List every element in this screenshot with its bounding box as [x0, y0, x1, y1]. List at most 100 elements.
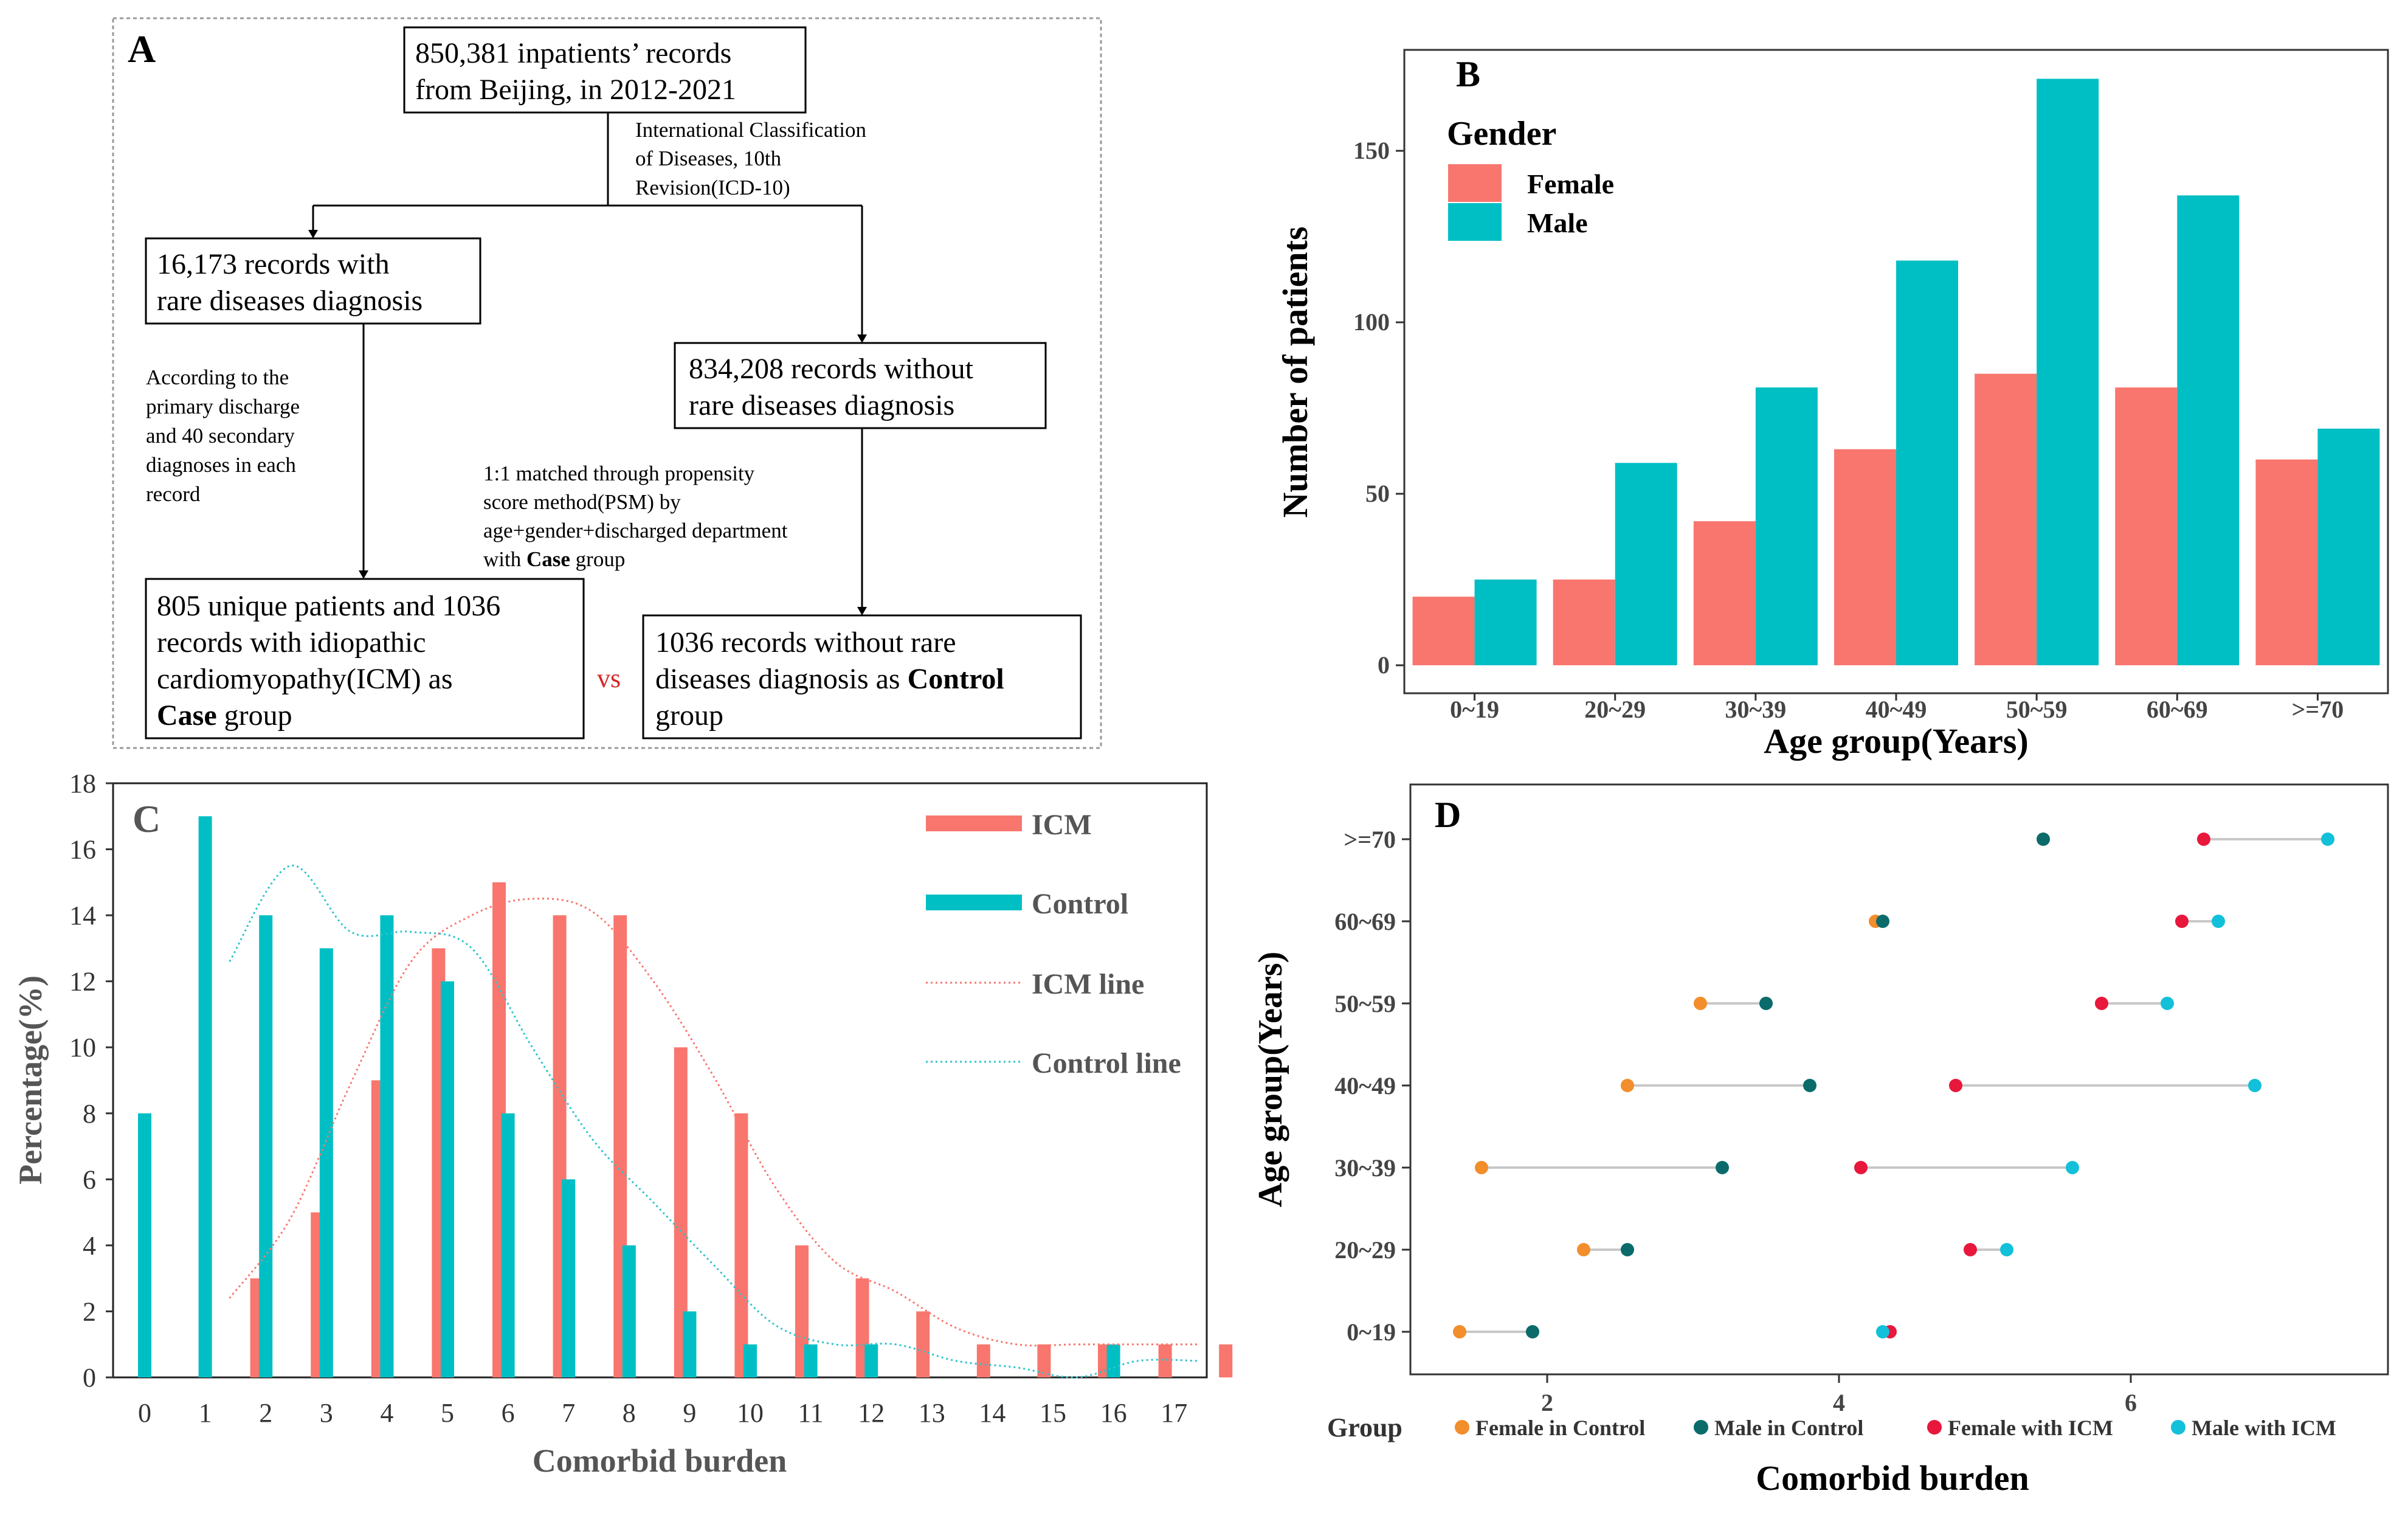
panel-a-label: A	[128, 27, 156, 71]
x-axis-title: Comorbid burden	[1756, 1458, 2029, 1498]
bar-female-0~19	[1412, 597, 1475, 665]
x-tick-label: 6	[502, 1398, 515, 1428]
case-group-line1: 805 unique patients and 1036	[157, 590, 500, 622]
legend-swatch-female	[1448, 164, 1502, 202]
point-female-with-icm->=70	[2197, 833, 2210, 846]
point-male-with-icm-40~49	[2248, 1079, 2261, 1092]
panel-a-flowchart: A 850,381 inpatients’ records from Beiji…	[112, 17, 1102, 749]
y-tick-label: 0	[1378, 651, 1390, 679]
point-male-with-icm-60~69	[2212, 915, 2225, 928]
y-axis-title: Age group(Years)	[1252, 952, 1289, 1207]
bar-female-40~49	[1834, 449, 1896, 665]
bar-icm-12	[916, 1311, 930, 1377]
point-male-with-icm->=70	[2321, 833, 2334, 846]
y-tick-label: >=70	[1344, 826, 1396, 853]
legend-label-male-in-control: Male in Control	[1714, 1416, 1863, 1440]
legend-label-icm: ICM	[1032, 809, 1092, 841]
point-male-in-control-40~49	[1803, 1079, 1816, 1092]
y-tick-label: 150	[1353, 137, 1390, 164]
x-tick-label: 9	[683, 1398, 696, 1428]
bar-male-30~39	[1755, 387, 1818, 665]
x-tick-label: >=70	[2292, 696, 2344, 723]
arrowhead	[359, 570, 368, 579]
legend-label-control: Control	[1032, 888, 1128, 920]
legend-dot-male-with-icm	[2171, 1420, 2185, 1435]
point-male-in-control-30~39	[1716, 1161, 1729, 1174]
bar-icm-9	[734, 1113, 748, 1377]
control-group-line1: 1036 records without rare	[655, 626, 956, 659]
icd-note-line3: Revision(ICD-10)	[635, 176, 790, 199]
y-tick-label: 12	[69, 967, 96, 997]
bar-control-9	[683, 1311, 697, 1377]
legend-label-control-line: Control line	[1032, 1047, 1181, 1079]
y-tick-label: 100	[1353, 308, 1390, 336]
y-tick-label: 60~69	[1334, 908, 1396, 935]
source-records-line2: from Beijing, in 2012-2021	[415, 74, 736, 106]
plot-frame	[1409, 783, 2389, 1376]
legend-swatch-icm	[926, 815, 1022, 831]
point-female-with-icm-60~69	[2175, 915, 2189, 928]
x-tick-label: 0	[138, 1398, 151, 1428]
according-note-line3: and 40 secondary	[146, 424, 295, 448]
x-tick-label: 0~19	[1450, 696, 1499, 723]
x-tick-label: 12	[858, 1398, 885, 1428]
panel-b-bar-chart: B 0 50 100 150 0~19 20~29 30~39 40~49 50~59 60~69 >…	[1275, 49, 2389, 761]
psm-note-line1: 1:1 matched through propensity	[483, 462, 755, 485]
bar-control-3	[319, 948, 333, 1377]
control-line	[229, 865, 1199, 1379]
case-group-line3: cardiomyopathy(ICM) as	[157, 663, 453, 695]
bar-control-0	[138, 1113, 151, 1377]
icd-note-line1: International Classification	[635, 118, 866, 142]
point-female-with-icm-40~49	[1949, 1079, 1962, 1092]
plot-frame	[112, 782, 1208, 1379]
bar-female-30~39	[1693, 521, 1756, 665]
x-tick-label: 5	[441, 1398, 454, 1428]
y-tick-label: 18	[69, 769, 96, 798]
point-female-in-control-30~39	[1475, 1161, 1488, 1174]
according-note-line5: record	[146, 482, 201, 506]
y-tick-label: 50	[1365, 480, 1390, 507]
psm-note-line3: age+gender+discharged department	[483, 519, 788, 542]
no-rare-diseases-box	[674, 342, 1047, 429]
legend-label-icm-line: ICM line	[1032, 968, 1144, 1000]
bar-control-10	[743, 1344, 757, 1377]
control-group-line3: group	[655, 699, 723, 732]
bar-control-16	[1106, 1344, 1120, 1377]
bar-male-60~69	[2177, 195, 2240, 665]
case-group-box	[145, 578, 585, 739]
x-tick-label: 40~49	[1866, 696, 1927, 723]
y-tick-label: 50~59	[1334, 990, 1396, 1017]
bar-control-5	[441, 981, 454, 1377]
source-records-line1: 850,381 inpatients’ records	[415, 37, 731, 69]
x-tick-label: 10	[737, 1398, 764, 1428]
bar-male->=70	[2317, 428, 2380, 665]
bar-male-40~49	[1896, 260, 1958, 666]
no-rare-diseases-line1: 834,208 records without	[689, 353, 974, 385]
y-tick-label: 4	[83, 1231, 96, 1261]
x-tick-label: 30~39	[1725, 696, 1786, 723]
y-tick-label: 14	[69, 901, 96, 930]
bar-female->=70	[2255, 459, 2318, 665]
point-male-in-control->=70	[2037, 833, 2050, 846]
bar-male-20~29	[1615, 463, 1677, 665]
legend-dot-male-in-control	[1694, 1420, 1708, 1435]
point-female-in-control-40~49	[1621, 1079, 1634, 1092]
point-male-with-icm-0~19	[1876, 1325, 1889, 1338]
point-female-with-icm-20~29	[1964, 1243, 1977, 1256]
icd-note-line2: of Diseases, 10th	[635, 147, 782, 170]
x-tick-label: 20~29	[1584, 696, 1646, 723]
x-tick-label: 3	[320, 1398, 333, 1428]
x-tick-label: 50~59	[2006, 696, 2068, 723]
point-female-in-control-20~29	[1577, 1243, 1590, 1256]
according-note-line2: primary discharge	[146, 395, 300, 418]
control-group-line2: diseases diagnosis as Control	[655, 663, 1004, 695]
y-tick-label: 2	[83, 1297, 96, 1326]
vs-label: vs	[597, 663, 621, 693]
point-male-in-control-50~59	[1759, 997, 1773, 1010]
x-tick-label: 2	[1541, 1389, 1553, 1416]
bar-icm-8	[674, 1047, 688, 1377]
y-tick-label: 40~49	[1334, 1072, 1396, 1099]
x-tick-label: 16	[1100, 1398, 1127, 1428]
x-tick-label: 7	[562, 1398, 575, 1428]
